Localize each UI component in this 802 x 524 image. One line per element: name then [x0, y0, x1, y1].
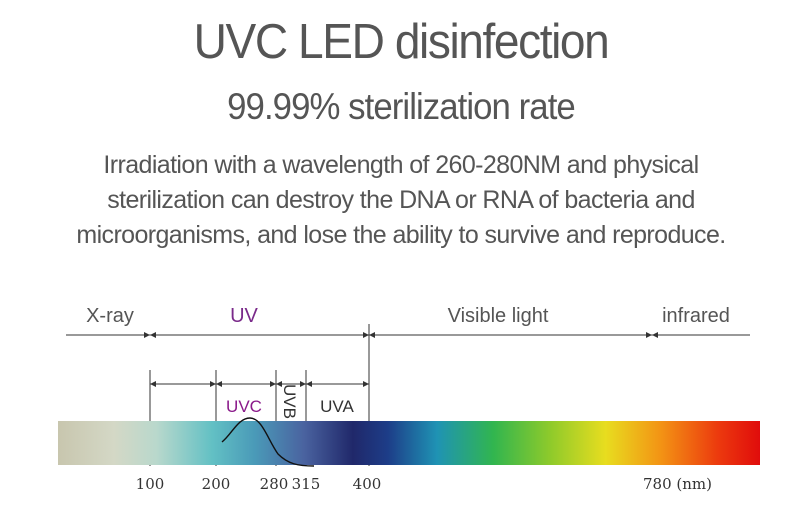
band-label-visible: Visible light	[448, 305, 549, 327]
page-subtitle: 99.99% sterilization rate	[227, 86, 576, 127]
page-title: UVC LED disinfection	[193, 15, 610, 69]
tick-label-100: 100	[136, 475, 165, 493]
sub-band-label-uvb: UVB	[280, 384, 299, 419]
tick-label-200: 200	[202, 475, 231, 493]
band-label-xray: X-ray	[86, 305, 134, 327]
tick-label-315: 315	[292, 475, 321, 493]
sub-band-label-uvc: UVC	[226, 397, 262, 416]
germicidal-curve	[221, 417, 315, 467]
band-label-uv: UV	[230, 305, 258, 327]
description: Irradiation with a wavelength of 260-280…	[60, 148, 742, 253]
band-label-infrared: infrared	[662, 305, 730, 327]
tick-label-780: 780 (nm)	[643, 475, 712, 493]
description-line-1: Irradiation with a wavelength of 260-280…	[103, 151, 699, 179]
tick-label-280: 280	[260, 475, 289, 493]
description-line-3: microorganisms, and lose the ability to …	[76, 221, 726, 249]
spectrum-bar	[58, 421, 760, 465]
description-line-2: sterilization can destroy the DNA or RNA…	[107, 186, 695, 214]
tick-label-400: 400	[353, 475, 382, 493]
sub-band-label-uva: UVA	[320, 397, 354, 416]
